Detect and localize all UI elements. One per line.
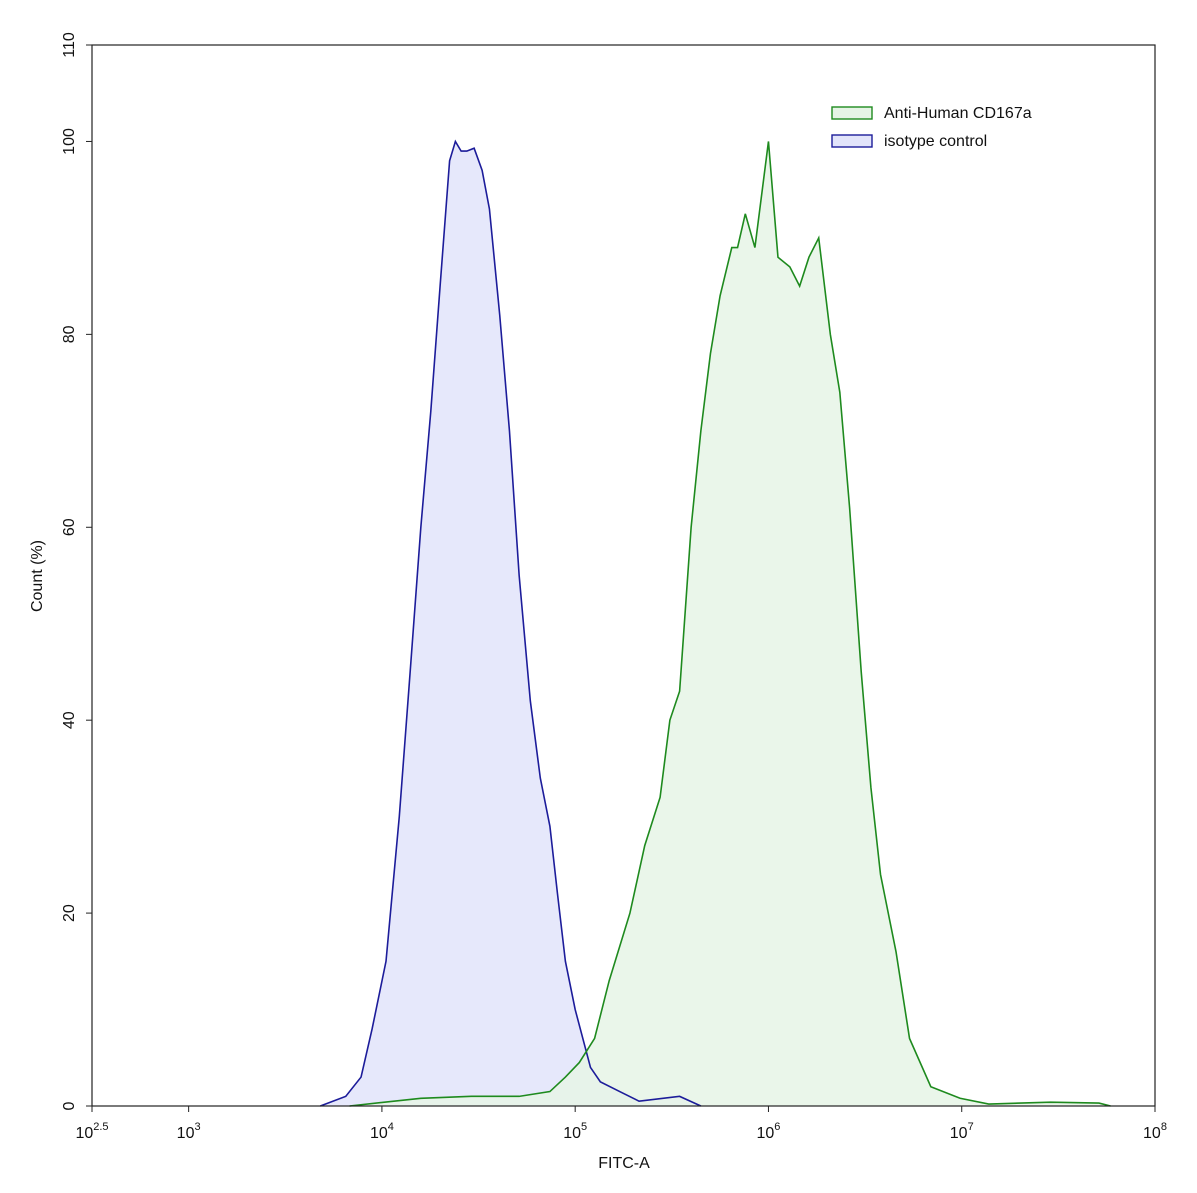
- y-tick-label: 100: [61, 128, 78, 155]
- y-tick-label: 60: [61, 518, 78, 536]
- y-tick-label: 80: [61, 325, 78, 343]
- x-tick-label: 107: [950, 1121, 974, 1142]
- legend-swatch: [831, 106, 873, 120]
- line: [349, 141, 1111, 1107]
- plot-frame: [91, 44, 1156, 1107]
- x-tick-label: 104: [370, 1121, 394, 1142]
- y-tick-label: 110: [61, 32, 78, 58]
- x-tick-label: 103: [177, 1121, 201, 1142]
- y-tick-label: 20: [61, 904, 78, 922]
- y-tick-label: 40: [61, 711, 78, 729]
- x-tick-label: 106: [756, 1121, 780, 1142]
- x-tick-label: 105: [563, 1121, 587, 1142]
- line: [320, 139, 702, 1107]
- x-tick-label: 102.5: [75, 1121, 108, 1142]
- legend-label: isotype control: [884, 133, 987, 150]
- legend-swatch: [831, 134, 873, 148]
- area-fill: [320, 141, 701, 1107]
- y-tick-label: 0: [61, 1101, 78, 1110]
- y-axis-label: Count (%): [29, 540, 46, 612]
- x-tick-label: 108: [1143, 1121, 1167, 1142]
- legend-label: Anti-Human CD167a: [884, 105, 1032, 122]
- area-fill: [349, 141, 1111, 1107]
- x-axis-label: FITC-A: [598, 1155, 650, 1172]
